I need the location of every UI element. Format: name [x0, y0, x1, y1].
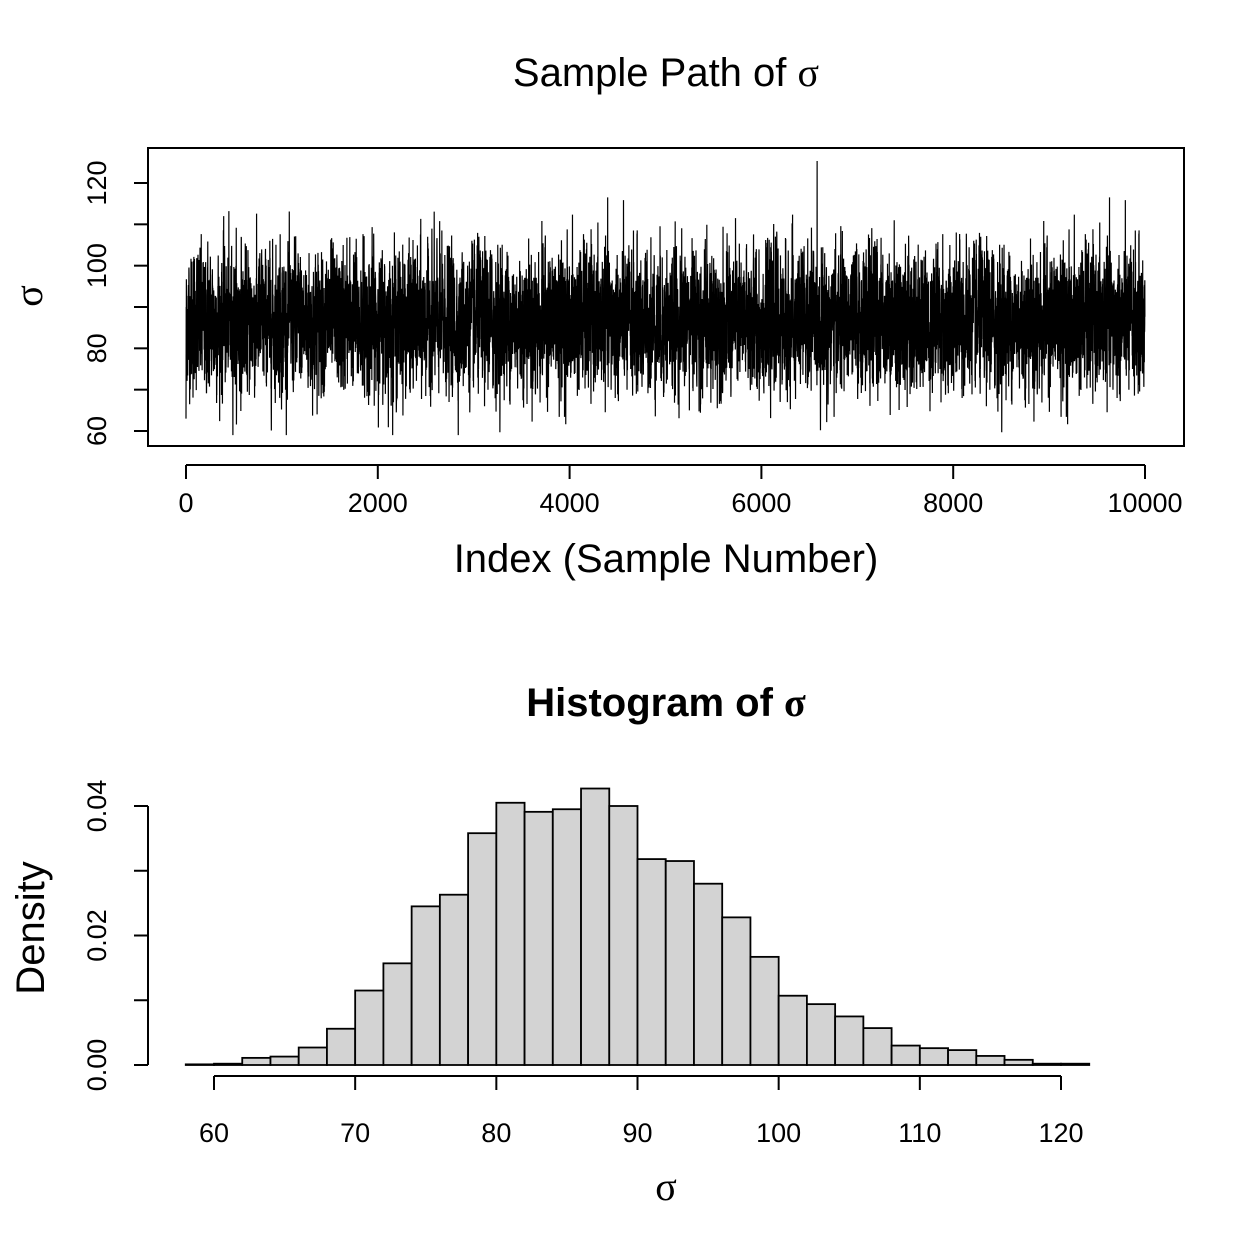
- trace-x-axis: 0 2000 4000 6000 8000 10000: [178, 464, 1183, 518]
- histogram-bar: [777, 994, 808, 1066]
- histogram-bar: [636, 858, 667, 1066]
- histogram-y-axis: 0.00 0.02 0.04: [82, 780, 149, 1092]
- histogram-title-text: Histogram of: [526, 681, 773, 725]
- trace-x-tick-label: 0: [178, 488, 193, 518]
- histogram-panel: Histogram of σ 60 70 80 90 100 110 120 0.000.0…: [9, 680, 1091, 1209]
- histogram-bar: [947, 1049, 978, 1066]
- histogram-bar: [326, 1027, 357, 1066]
- histogram-y-tick-label: 0.02: [82, 909, 112, 962]
- trace-x-tick-label: 10000: [1107, 488, 1182, 518]
- histogram-bar: [862, 1027, 893, 1066]
- trace-y-tick-label: 60: [82, 416, 112, 446]
- histogram-y-axis-label: Density: [9, 861, 53, 994]
- histogram-bar: [241, 1056, 272, 1066]
- histogram-bar: [918, 1047, 949, 1066]
- trace-series-line: [185, 160, 1146, 436]
- histogram-bar: [580, 787, 611, 1066]
- trace-x-tick-label: 4000: [540, 488, 600, 518]
- histogram-bar: [551, 808, 582, 1066]
- trace-y-tick-label: 100: [82, 243, 112, 288]
- histogram-bars: [184, 787, 1091, 1066]
- histogram-bar: [382, 962, 413, 1066]
- histogram-bar: [806, 1003, 837, 1066]
- histogram-title-symbol: σ: [784, 680, 806, 725]
- histogram-bar: [495, 801, 526, 1066]
- trace-y-tick-label: 120: [82, 160, 112, 205]
- histogram-x-axis-label: σ: [655, 1164, 677, 1209]
- histogram-x-tick-label: 80: [481, 1118, 511, 1148]
- histogram-x-axis: 60 70 80 90 100 110 120: [199, 1075, 1084, 1148]
- histogram-bar: [269, 1055, 300, 1066]
- histogram-bar: [213, 1062, 244, 1066]
- histogram-bar: [721, 916, 752, 1066]
- histogram-x-tick-label: 60: [199, 1118, 229, 1148]
- histogram-bar: [749, 955, 780, 1066]
- histogram-y-tick-label: 0.00: [82, 1039, 112, 1092]
- trace-title-symbol: σ: [798, 50, 820, 95]
- trace-x-axis-label: Index (Sample Number): [454, 537, 879, 581]
- histogram-bar: [297, 1046, 328, 1066]
- histogram-bar: [438, 893, 470, 1066]
- trace-x-tick-label: 8000: [923, 488, 983, 518]
- histogram-bar: [467, 832, 498, 1066]
- histogram-bar: [354, 989, 385, 1066]
- histogram-bar: [1031, 1062, 1062, 1066]
- histogram-bar: [890, 1044, 921, 1066]
- trace-panel: Sample Path of σ 0 2000 4000 6000 8000 10000 …: [6, 50, 1185, 581]
- trace-title: Sample Path of σ: [513, 50, 819, 95]
- histogram-bar: [1060, 1062, 1091, 1066]
- histogram-x-tick-label: 90: [622, 1118, 652, 1148]
- histogram-bar: [975, 1055, 1006, 1066]
- trace-y-tick-label: 80: [82, 333, 112, 363]
- trace-x-tick-label: 6000: [731, 488, 791, 518]
- histogram-x-tick-label: 100: [756, 1118, 801, 1148]
- trace-x-tick-label: 2000: [348, 488, 408, 518]
- histogram-bar: [184, 1063, 215, 1066]
- trace-title-text: Sample Path of: [513, 51, 787, 95]
- histogram-bar: [1003, 1058, 1034, 1066]
- histogram-x-tick-label: 70: [340, 1118, 370, 1148]
- histogram-bar: [608, 805, 639, 1066]
- trace-y-axis: 60 80 100 120: [82, 160, 149, 446]
- histogram-y-tick-label: 0.04: [82, 780, 112, 833]
- trace-y-axis-label: σ: [6, 285, 51, 307]
- histogram-bar: [834, 1015, 865, 1066]
- histogram-bar: [410, 905, 441, 1066]
- histogram-bar: [523, 810, 554, 1066]
- histogram-title: Histogram of σ: [526, 680, 806, 725]
- histogram-bar: [664, 860, 695, 1066]
- histogram-bar: [693, 882, 724, 1066]
- histogram-x-tick-label: 110: [898, 1118, 941, 1148]
- histogram-x-tick-label: 120: [1038, 1118, 1083, 1148]
